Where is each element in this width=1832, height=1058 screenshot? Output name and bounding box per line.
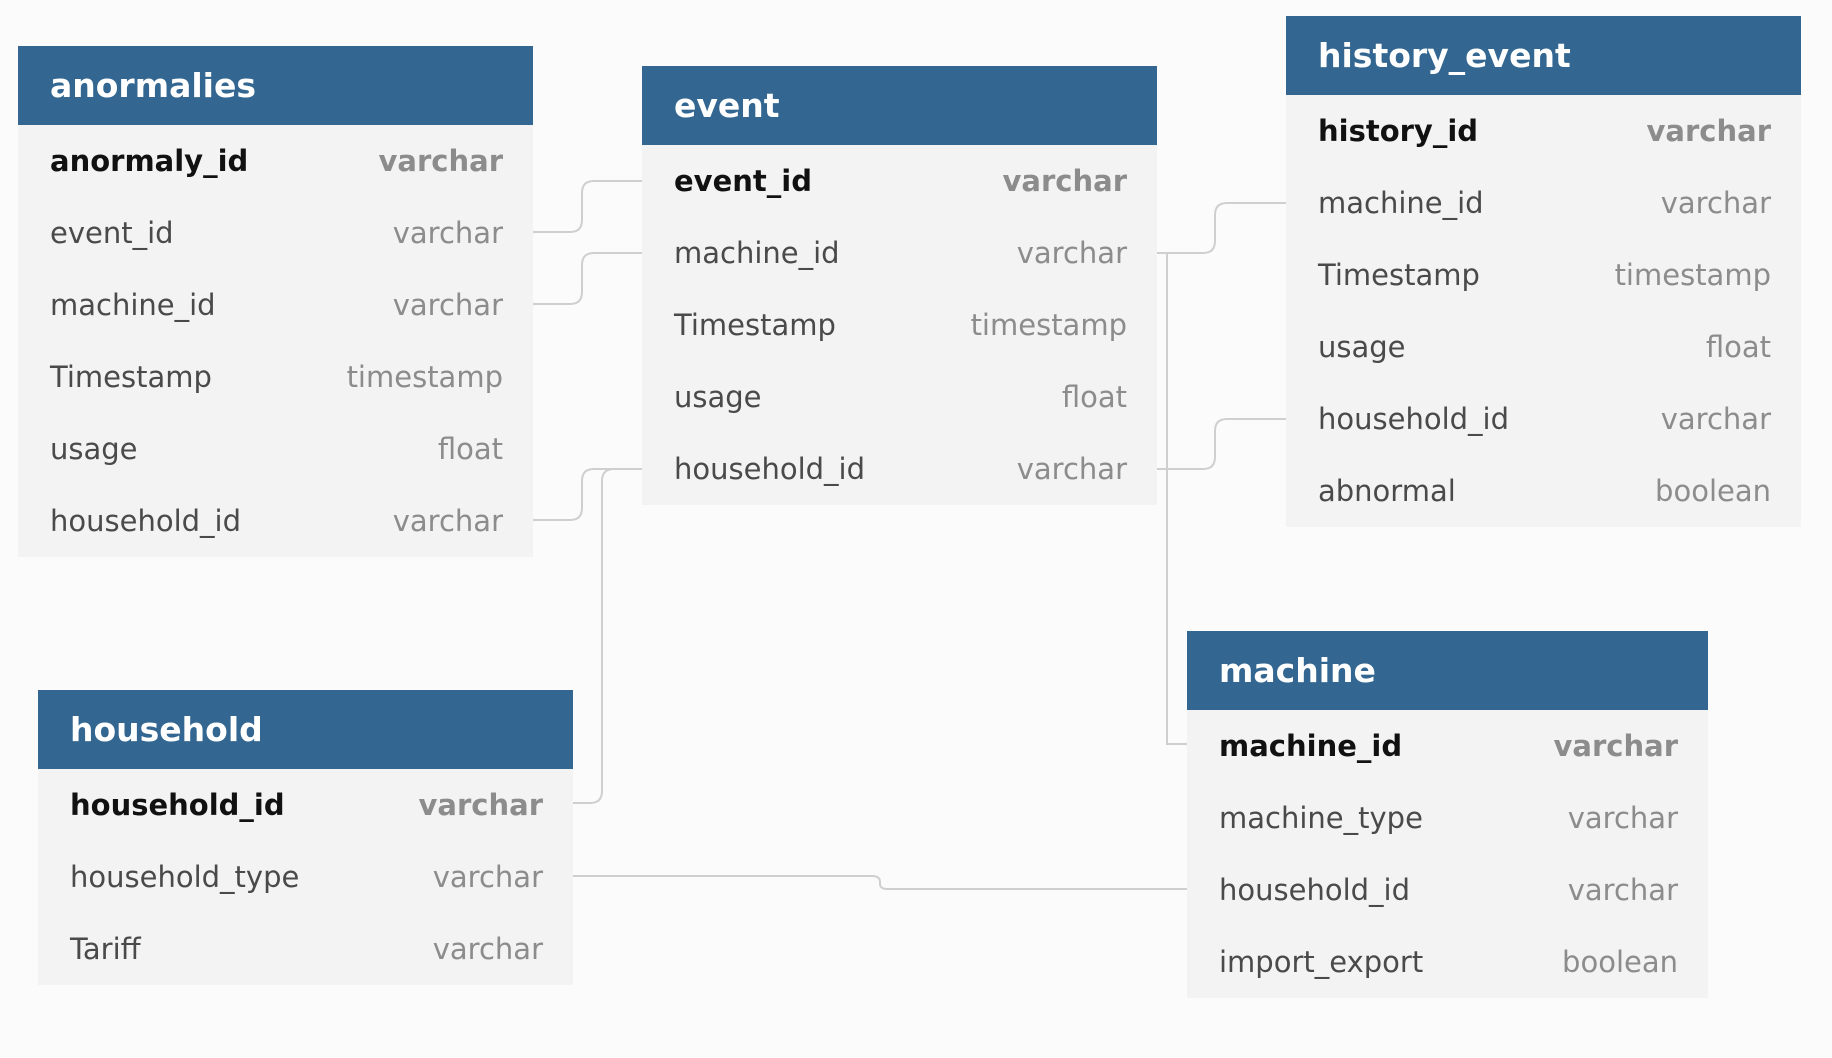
field-name: household_id bbox=[674, 452, 866, 486]
field-type: varchar bbox=[1646, 114, 1771, 148]
link-anormalies-event_id-to-event-event_id bbox=[533, 180, 642, 233]
field-type: varchar bbox=[432, 860, 543, 894]
field-row-timestamp[interactable]: Timestamp timestamp bbox=[642, 289, 1157, 361]
field-row-tariff[interactable]: Tariff varchar bbox=[38, 913, 573, 985]
field-type: varchar bbox=[1002, 164, 1127, 198]
field-type: varchar bbox=[1567, 801, 1678, 835]
field-name: machine_type bbox=[1219, 801, 1423, 835]
field-row-event_id[interactable]: event_id varchar bbox=[642, 145, 1157, 217]
table-household[interactable]: household household_id varchar household… bbox=[38, 690, 573, 985]
field-type: timestamp bbox=[346, 360, 503, 394]
link-household-household_type-to-machine-household_id bbox=[573, 875, 1187, 890]
field-row-machine_id[interactable]: machine_id varchar bbox=[1187, 710, 1708, 782]
field-name: Timestamp bbox=[50, 360, 212, 394]
field-row-household_type[interactable]: household_type varchar bbox=[38, 841, 573, 913]
table-anormalies[interactable]: anormalies anormaly_id varchar event_id … bbox=[18, 46, 533, 557]
field-type: boolean bbox=[1562, 945, 1678, 979]
field-type: varchar bbox=[378, 144, 503, 178]
field-row-timestamp[interactable]: Timestamp timestamp bbox=[1286, 239, 1801, 311]
field-type: varchar bbox=[1016, 236, 1127, 270]
field-type: varchar bbox=[432, 932, 543, 966]
table-header-anormalies[interactable]: anormalies bbox=[18, 46, 533, 125]
field-row-machine_id[interactable]: machine_id varchar bbox=[642, 217, 1157, 289]
field-row-timestamp[interactable]: Timestamp timestamp bbox=[18, 341, 533, 413]
table-machine[interactable]: machine machine_id varchar machine_type … bbox=[1187, 631, 1708, 998]
field-name: machine_id bbox=[1318, 186, 1484, 220]
field-row-abnormal[interactable]: abnormal boolean bbox=[1286, 455, 1801, 527]
link-anormalies-machine_id-to-event-machine_id bbox=[533, 252, 642, 305]
field-type: varchar bbox=[392, 216, 503, 250]
table-event[interactable]: event event_id varchar machine_id varcha… bbox=[642, 66, 1157, 505]
field-name: machine_id bbox=[1219, 729, 1403, 763]
field-name: usage bbox=[1318, 330, 1406, 364]
field-row-household_id[interactable]: household_id varchar bbox=[642, 433, 1157, 505]
field-type: varchar bbox=[1016, 452, 1127, 486]
field-name: Timestamp bbox=[674, 308, 836, 342]
field-name: event_id bbox=[674, 164, 812, 198]
field-name: household_id bbox=[70, 788, 285, 822]
field-name: machine_id bbox=[674, 236, 840, 270]
field-type: float bbox=[437, 432, 503, 466]
field-type: timestamp bbox=[970, 308, 1127, 342]
table-header-household[interactable]: household bbox=[38, 690, 573, 769]
field-row-household_id[interactable]: household_id varchar bbox=[18, 485, 533, 557]
field-type: boolean bbox=[1655, 474, 1771, 508]
field-name: machine_id bbox=[50, 288, 216, 322]
field-row-machine_type[interactable]: machine_type varchar bbox=[1187, 782, 1708, 854]
field-type: varchar bbox=[1553, 729, 1678, 763]
field-type: timestamp bbox=[1614, 258, 1771, 292]
link-event-household_id-to-household-household_id bbox=[573, 468, 642, 804]
field-name: Timestamp bbox=[1318, 258, 1480, 292]
table-header-event[interactable]: event bbox=[642, 66, 1157, 145]
field-row-machine_id[interactable]: machine_id varchar bbox=[1286, 167, 1801, 239]
field-type: float bbox=[1061, 380, 1127, 414]
field-row-import_export[interactable]: import_export boolean bbox=[1187, 926, 1708, 998]
link-event-machine_id-to-machine-machine_id bbox=[1157, 252, 1187, 745]
field-row-usage[interactable]: usage float bbox=[1286, 311, 1801, 383]
field-type: float bbox=[1705, 330, 1771, 364]
field-name: import_export bbox=[1219, 945, 1424, 979]
field-type: varchar bbox=[1660, 186, 1771, 220]
table-history_event[interactable]: history_event history_id varchar machine… bbox=[1286, 16, 1801, 527]
field-row-household_id[interactable]: household_id varchar bbox=[1187, 854, 1708, 926]
field-name: history_id bbox=[1318, 114, 1479, 148]
field-row-history_id[interactable]: history_id varchar bbox=[1286, 95, 1801, 167]
field-name: household_type bbox=[70, 860, 300, 894]
field-row-usage[interactable]: usage float bbox=[642, 361, 1157, 433]
table-header-machine[interactable]: machine bbox=[1187, 631, 1708, 710]
link-event-machine_id-to-history_event-machine_id bbox=[1157, 202, 1286, 254]
field-row-event_id[interactable]: event_id varchar bbox=[18, 197, 533, 269]
field-type: varchar bbox=[418, 788, 543, 822]
field-name: household_id bbox=[1318, 402, 1510, 436]
field-name: household_id bbox=[1219, 873, 1411, 907]
field-row-anormaly_id[interactable]: anormaly_id varchar bbox=[18, 125, 533, 197]
field-type: varchar bbox=[1567, 873, 1678, 907]
field-row-machine_id[interactable]: machine_id varchar bbox=[18, 269, 533, 341]
field-name: usage bbox=[50, 432, 138, 466]
field-name: anormaly_id bbox=[50, 144, 249, 178]
field-type: varchar bbox=[392, 504, 503, 538]
field-type: varchar bbox=[1660, 402, 1771, 436]
field-name: Tariff bbox=[70, 932, 141, 966]
link-anormalies-household_id-to-event-household_id bbox=[533, 468, 642, 521]
field-name: usage bbox=[674, 380, 762, 414]
field-type: varchar bbox=[392, 288, 503, 322]
field-row-usage[interactable]: usage float bbox=[18, 413, 533, 485]
field-row-household_id[interactable]: household_id varchar bbox=[38, 769, 573, 841]
table-header-history_event[interactable]: history_event bbox=[1286, 16, 1801, 95]
field-name: household_id bbox=[50, 504, 242, 538]
field-name: abnormal bbox=[1318, 474, 1456, 508]
field-row-household_id[interactable]: household_id varchar bbox=[1286, 383, 1801, 455]
field-name: event_id bbox=[50, 216, 174, 250]
link-event-household_id-to-history_event-household_id bbox=[1157, 418, 1286, 470]
